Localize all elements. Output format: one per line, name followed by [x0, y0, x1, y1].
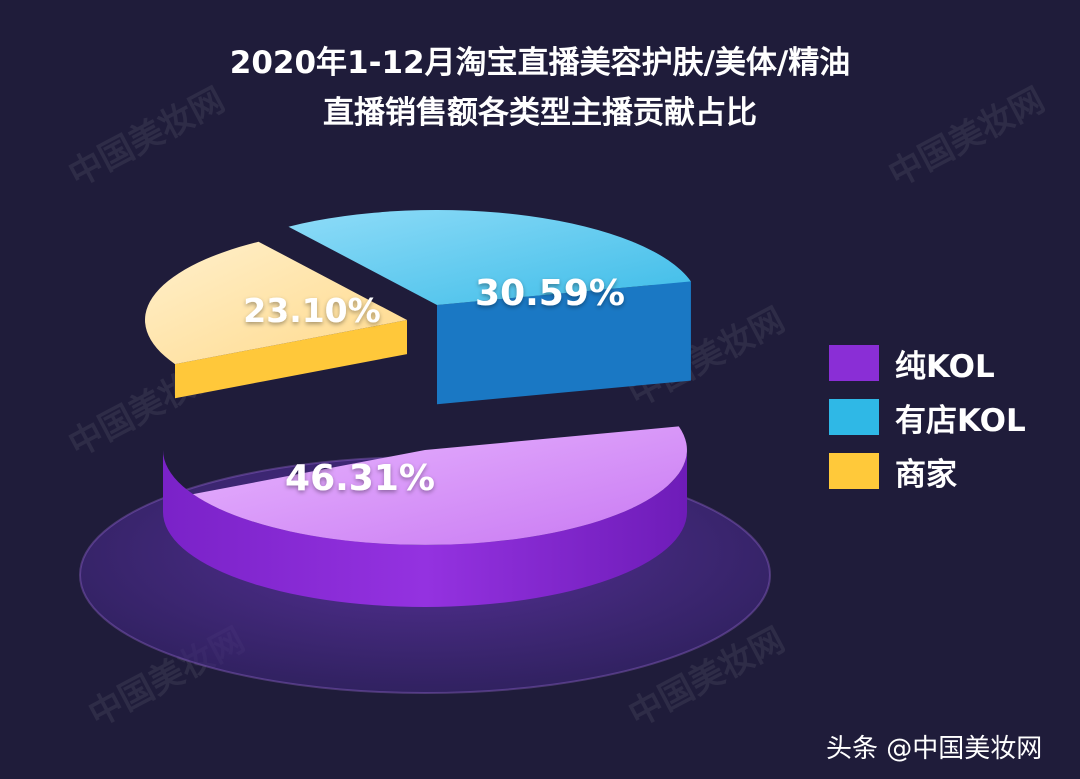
data-label-chun-kol: 46.31% — [285, 458, 435, 499]
slice-side-chun-kol — [163, 450, 687, 607]
legend-item-youdian-kol: 有店KOL — [829, 390, 1026, 444]
legend-label-chun-kol: 纯KOL — [895, 348, 995, 385]
slice-chun-kol — [193, 426, 687, 545]
legend-swatch-shangjia — [829, 453, 879, 489]
data-label-youdian-kol: 30.59% — [475, 273, 625, 314]
legend-swatch-chun-kol — [829, 345, 879, 381]
slice-wall-youdian-kol — [437, 281, 691, 405]
data-label-shangjia: 23.10% — [243, 291, 380, 330]
slice-side-shangjia — [175, 320, 407, 399]
source-credit: 头条 @中国美妆网 — [826, 734, 1043, 764]
legend: 纯KOL 有店KOL 商家 — [829, 336, 1026, 498]
chart-title-line-2: 直播销售额各类型主播贡献占比 — [323, 95, 757, 131]
legend-label-youdian-kol: 有店KOL — [895, 402, 1026, 439]
legend-label-shangjia: 商家 — [895, 456, 957, 493]
chart-title: 2020年1-12月淘宝直播美容护肤/美体/精油 直播销售额各类型主播贡献占比 — [0, 38, 1080, 138]
slice-youdian-kol — [288, 209, 691, 305]
slice-shangjia — [145, 241, 407, 365]
chart-title-line-1: 2020年1-12月淘宝直播美容护肤/美体/精油 — [229, 45, 851, 81]
legend-item-chun-kol: 纯KOL — [829, 336, 1026, 390]
legend-item-shangjia: 商家 — [829, 444, 1026, 498]
legend-swatch-youdian-kol — [829, 399, 879, 435]
